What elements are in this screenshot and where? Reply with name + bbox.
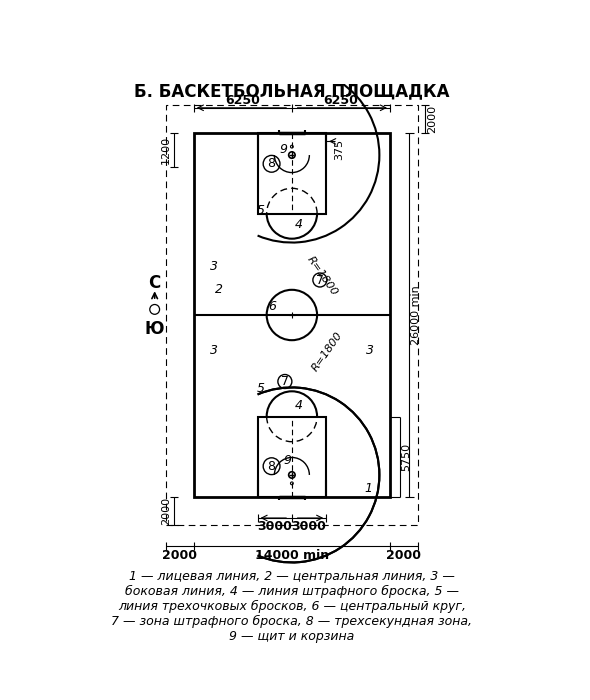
Text: 1200: 1200: [161, 136, 171, 164]
Text: 8: 8: [268, 460, 276, 473]
Text: Ю: Ю: [145, 320, 165, 338]
Text: R=1800: R=1800: [310, 330, 344, 373]
Text: 7: 7: [316, 274, 324, 286]
Text: 3000: 3000: [291, 520, 326, 533]
Text: Б. БАСКЕТБОЛЬНАЯ ПЛОЩАДКА: Б. БАСКЕТБОЛЬНАЯ ПЛОЩАДКА: [134, 82, 450, 100]
Bar: [166, 105, 418, 525]
Text: 3: 3: [209, 344, 218, 356]
Text: 5: 5: [257, 204, 264, 216]
Text: 375: 375: [334, 139, 344, 160]
Text: 5750: 5750: [402, 442, 412, 471]
Text: 3: 3: [209, 260, 218, 272]
Bar: [258, 416, 326, 497]
Text: 6250: 6250: [225, 94, 260, 107]
Text: 6: 6: [268, 300, 276, 313]
Text: 2000: 2000: [427, 105, 437, 133]
Text: 9: 9: [284, 454, 291, 468]
Text: 2: 2: [215, 284, 223, 296]
Text: 7: 7: [281, 375, 289, 388]
Text: 2000: 2000: [386, 550, 421, 562]
Text: С: С: [149, 274, 161, 292]
Text: 4: 4: [295, 399, 303, 412]
Text: 1: 1: [365, 482, 373, 495]
Text: 1 — лицевая линия, 2 — центральная линия, 3 —
боковая линия, 4 — линия штрафного: 1 — лицевая линия, 2 — центральная линия…: [112, 570, 473, 643]
Text: 26000 min: 26000 min: [411, 285, 421, 345]
Text: 5: 5: [257, 382, 264, 395]
Text: 9: 9: [280, 144, 287, 156]
Text: 3: 3: [366, 344, 374, 356]
Bar: [258, 133, 326, 214]
Text: 2000: 2000: [161, 497, 171, 525]
Bar: [194, 133, 390, 497]
Text: R=1800: R=1800: [306, 254, 340, 298]
Text: 3000: 3000: [257, 520, 292, 533]
Text: 14000 min: 14000 min: [255, 550, 329, 562]
Text: 6250: 6250: [323, 94, 358, 107]
Text: 4: 4: [295, 218, 303, 231]
Text: 2000: 2000: [162, 550, 198, 562]
Text: 8: 8: [268, 158, 276, 170]
